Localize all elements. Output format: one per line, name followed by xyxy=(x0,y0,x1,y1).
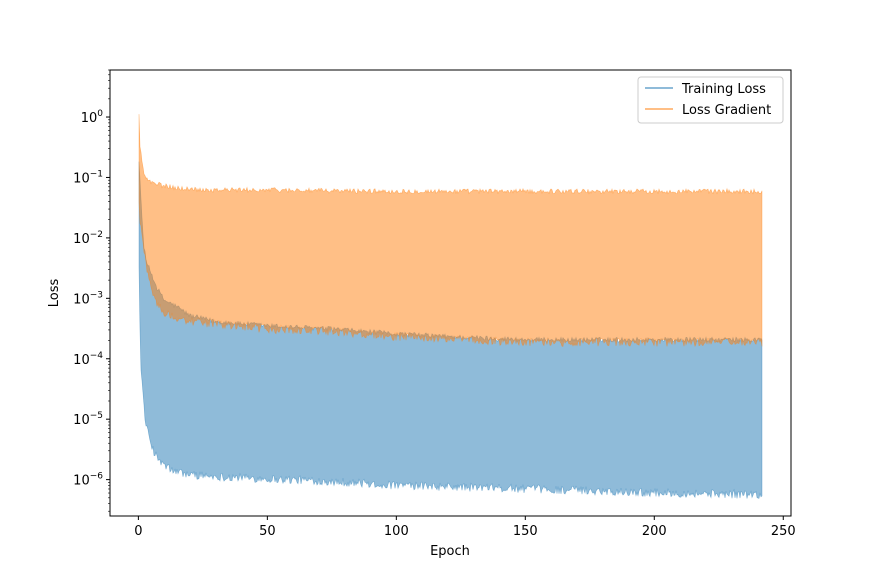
x-tick-label: 150 xyxy=(513,524,538,539)
x-axis: 0 50 100 150 200 250 xyxy=(134,516,796,539)
y-tick-label: 10−5 xyxy=(73,411,103,428)
legend-label-training-loss: Training Loss xyxy=(681,82,766,97)
plot-frame xyxy=(109,69,792,517)
series-band-loss-gradient xyxy=(138,114,763,348)
y-axis-label: Loss xyxy=(47,279,62,308)
y-tick-label: 10−4 xyxy=(73,351,103,368)
y-axis: 10−6 10−5 10−4 10−3 10−2 10−1 100 xyxy=(73,69,110,512)
x-tick-label: 50 xyxy=(259,524,276,539)
series-layer xyxy=(138,114,763,499)
x-tick-label: 250 xyxy=(771,524,796,539)
x-tick-label: 100 xyxy=(384,524,409,539)
y-tick-label: 10−2 xyxy=(73,230,103,247)
x-axis-label: Epoch xyxy=(430,544,470,559)
y-tick-label: 100 xyxy=(81,109,104,126)
y-tick-label: 10−6 xyxy=(73,472,103,489)
x-tick-label: 0 xyxy=(134,524,142,539)
legend: Training Loss Loss Gradient xyxy=(637,76,784,124)
x-tick-label: 200 xyxy=(642,524,667,539)
y-tick-label: 10−1 xyxy=(73,169,103,186)
y-tick-label: 10−3 xyxy=(73,290,103,307)
legend-box xyxy=(637,76,784,124)
legend-label-loss-gradient: Loss Gradient xyxy=(682,103,771,118)
